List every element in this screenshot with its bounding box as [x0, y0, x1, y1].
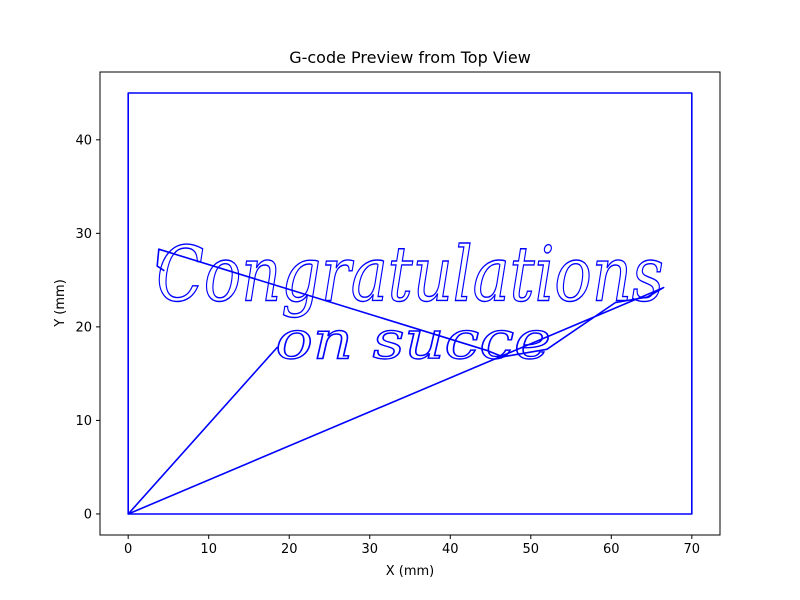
x-axis-label: X (mm)	[386, 564, 435, 579]
y-tick-label: 30	[75, 227, 92, 242]
x-tick-label: 70	[684, 542, 701, 557]
x-tick-label: 0	[124, 542, 132, 557]
x-tick-label: 20	[281, 542, 298, 557]
x-tick-label: 60	[603, 542, 620, 557]
y-tick-label: 0	[84, 507, 92, 522]
y-axis-label: Y (mm)	[53, 279, 68, 328]
series-line-1	[127, 92, 693, 515]
text-stroke-1: Congratulations	[156, 230, 663, 319]
y-tick-label: 20	[75, 320, 92, 335]
x-tick-label: 30	[361, 542, 378, 557]
chart-title: G-code Preview from Top View	[289, 48, 531, 67]
x-tick-label: 40	[442, 542, 459, 557]
x-tick-label: 50	[523, 542, 540, 557]
y-tick-label: 40	[75, 133, 92, 148]
y-tick-label: 10	[75, 414, 92, 429]
x-tick-label: 10	[200, 542, 217, 557]
series-line-2	[127, 248, 665, 515]
plot-area	[99, 71, 721, 536]
y-axis: 0 10 20 30 40	[75, 133, 100, 522]
text-stroke-2: on succe	[276, 311, 551, 372]
x-axis: 0 10 20 30 40 50 60 70	[124, 535, 700, 557]
